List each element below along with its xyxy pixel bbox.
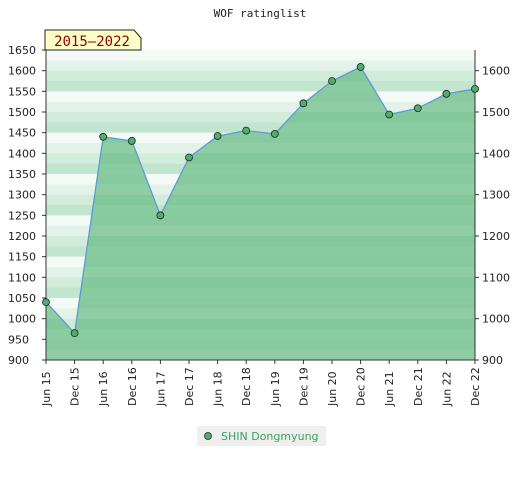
x-tick-label: Dec 15 <box>69 367 82 406</box>
data-point[interactable] <box>413 104 422 113</box>
period-badge: 2015–2022 <box>44 29 142 51</box>
left-tick-label: 1000 <box>8 313 36 326</box>
x-tick-label: Jun 15 <box>40 371 53 407</box>
area-stripe <box>46 298 475 309</box>
background-band <box>46 101 475 113</box>
background-band <box>46 50 475 61</box>
x-tick-label: Dec 17 <box>183 367 196 406</box>
data-point[interactable] <box>42 298 50 307</box>
area-stripe <box>46 339 475 350</box>
right-tick-label: 1600 <box>482 65 510 78</box>
x-tick-label: Dec 18 <box>240 367 253 406</box>
left-tick-label: 1650 <box>8 44 36 57</box>
area-stripe <box>46 236 475 247</box>
data-point[interactable] <box>242 126 251 135</box>
legend[interactable]: SHIN Dongmyung <box>197 426 326 446</box>
data-point[interactable] <box>185 153 193 162</box>
area-stripe <box>46 174 475 185</box>
area-stripe <box>46 153 475 164</box>
right-tick-label: 1100 <box>482 271 510 284</box>
left-tick-label: 900 <box>8 354 29 367</box>
x-tick-label: Dec 21 <box>412 367 425 406</box>
left-tick-label: 1400 <box>8 147 36 160</box>
data-point[interactable] <box>213 132 222 140</box>
area-stripe <box>46 318 475 329</box>
left-tick-label: 1100 <box>8 271 36 284</box>
area-layer <box>45 66 476 361</box>
x-tick-label: Jun 22 <box>440 371 453 407</box>
background-band <box>46 60 475 71</box>
background-band <box>46 122 475 133</box>
right-tick-label: 1200 <box>482 230 510 243</box>
background-band <box>46 70 475 82</box>
area-stripe <box>46 215 475 226</box>
legend-label: SHIN Dongmyung <box>221 430 319 443</box>
series-area <box>46 66 475 361</box>
data-point[interactable] <box>356 63 365 71</box>
data-point[interactable] <box>127 137 136 145</box>
data-point[interactable] <box>156 211 165 220</box>
data-point[interactable] <box>385 110 394 119</box>
x-tick-label: Dec 20 <box>355 367 368 406</box>
left-tick-label: 1600 <box>8 65 36 78</box>
left-tick-label: 1450 <box>8 127 36 140</box>
data-point[interactable] <box>99 132 108 141</box>
x-tick-label: Jun 16 <box>97 371 110 407</box>
area-stripe <box>46 194 475 205</box>
left-tick-label: 1550 <box>8 85 36 98</box>
x-tick-label: Jun 18 <box>212 371 225 407</box>
left-tick-label: 1050 <box>8 292 36 305</box>
background-band <box>46 112 475 123</box>
right-tick-label: 1300 <box>482 189 510 202</box>
area-stripe <box>46 132 475 143</box>
right-tick-label: 1000 <box>482 313 510 326</box>
background-band <box>46 91 475 102</box>
right-axis-ticks: 900 1000 1100 1200 1300 1400 1500 1600 <box>475 65 510 367</box>
axes <box>45 50 476 361</box>
data-point[interactable] <box>328 77 336 85</box>
right-tick-label: 1400 <box>482 147 510 160</box>
right-tick-label: 900 <box>482 354 503 367</box>
data-point[interactable] <box>471 84 479 93</box>
data-point[interactable] <box>442 89 451 98</box>
x-tick-label: Dec 16 <box>126 367 139 406</box>
x-tick-label: Jun 21 <box>383 371 396 407</box>
area-stripe <box>46 256 475 267</box>
x-tick-label: Jun 17 <box>154 371 167 407</box>
right-tick-label: 1500 <box>482 106 510 119</box>
left-tick-label: 1200 <box>8 230 36 243</box>
x-tick-label: Dec 22 <box>469 367 482 406</box>
data-point[interactable] <box>299 99 308 108</box>
left-tick-label: 1350 <box>8 168 36 181</box>
x-tick-label: Dec 19 <box>297 367 310 406</box>
series-line <box>45 66 476 335</box>
left-tick-label: 1300 <box>8 189 36 202</box>
x-axis-ticks: Jun 15 Dec 15 Jun 16 Dec 16 Jun 17 Dec 17 Jun … <box>40 360 482 407</box>
left-tick-label: 1250 <box>8 209 36 222</box>
left-axis-ticks: 900 950 1000 1050 1100 1150 1200 1250 1300 1350 14… <box>8 44 46 367</box>
left-tick-label: 950 <box>8 333 29 346</box>
x-tick-label: Jun 20 <box>326 371 339 407</box>
area-stripe <box>46 277 475 288</box>
period-badge-label: 2015–2022 <box>54 34 130 50</box>
data-point[interactable] <box>70 329 79 338</box>
legend-marker <box>204 432 212 440</box>
chart-title: WOF ratinglist <box>214 7 307 20</box>
background-band <box>46 81 475 92</box>
data-point[interactable] <box>270 130 279 138</box>
x-tick-label: Jun 19 <box>269 371 282 407</box>
left-tick-label: 1150 <box>8 251 36 264</box>
left-tick-label: 1500 <box>8 106 36 119</box>
series-points <box>42 63 479 338</box>
